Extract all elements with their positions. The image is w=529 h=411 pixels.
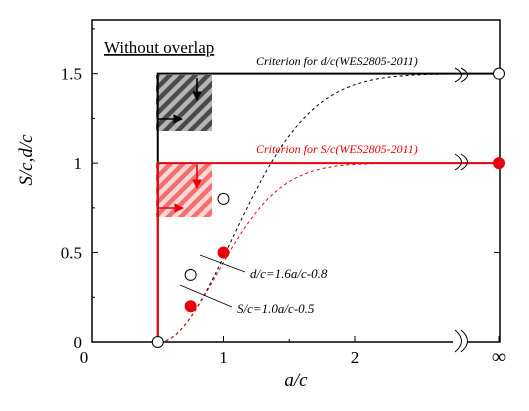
fit-equation-dc: d/c=1.6a/c-0.8 <box>250 266 328 281</box>
fit-curve-dc <box>159 73 499 343</box>
y-tick-label: 0 <box>74 333 83 352</box>
dc-hatched-zone <box>156 75 212 131</box>
dc-data-point <box>493 67 505 80</box>
fit-equation-sc: S/c=1.0a/c-0.5 <box>237 301 315 316</box>
plot-frame <box>91 19 501 343</box>
x-tick-label: 2 <box>351 348 360 367</box>
dc-equation-leader <box>199 254 246 273</box>
axis-break-middle <box>454 153 468 171</box>
dc-data-point <box>151 336 164 348</box>
sc-hatched-zone <box>156 163 212 217</box>
axis-break-top <box>454 67 468 83</box>
y-tick-label: 1.5 <box>61 65 82 84</box>
x-tick-label: 1 <box>219 348 228 367</box>
sc-data-point <box>184 300 197 313</box>
fit-curve-sc <box>159 162 499 343</box>
sc-equation-leader <box>179 284 233 308</box>
x-axis-label: a/c <box>284 370 308 391</box>
dc-data-point <box>217 192 230 205</box>
sc-data-point <box>217 246 230 259</box>
dc-data-point <box>184 268 197 281</box>
criterion-label-sc: Criterion for S/c(WES2805-2011) <box>256 142 418 156</box>
y-axis-label: S/c,d/c <box>16 134 37 186</box>
y-tick-label: 1 <box>74 154 83 173</box>
y-tick-label: 0.5 <box>61 244 82 263</box>
axis-break-bottom <box>453 329 468 353</box>
x-tick-label: 0 <box>80 348 89 367</box>
chart-title: Without overlap <box>104 38 214 57</box>
x-tick-label: ∞ <box>492 346 506 368</box>
criterion-label-dc: Criterion for d/c(WES2805-2011) <box>256 54 418 68</box>
sc-data-point <box>493 157 505 170</box>
